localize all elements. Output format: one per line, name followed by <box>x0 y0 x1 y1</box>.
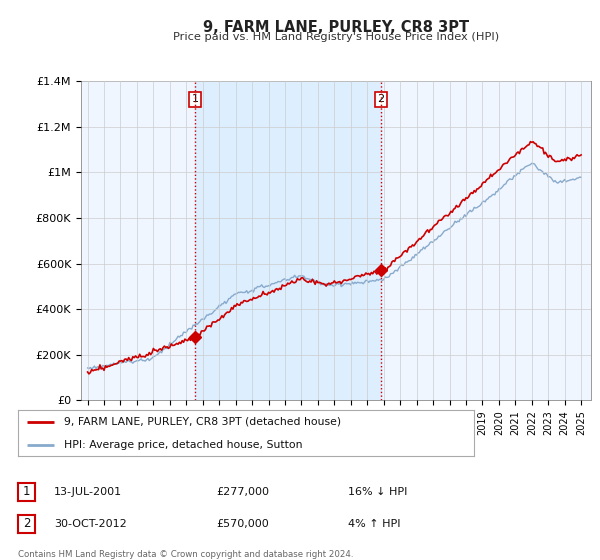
Text: 1: 1 <box>23 486 30 498</box>
Text: 4% ↑ HPI: 4% ↑ HPI <box>348 519 401 529</box>
Text: 30-OCT-2012: 30-OCT-2012 <box>54 519 127 529</box>
Text: 16% ↓ HPI: 16% ↓ HPI <box>348 487 407 497</box>
Text: 13-JUL-2001: 13-JUL-2001 <box>54 487 122 497</box>
Text: 9, FARM LANE, PURLEY, CR8 3PT (detached house): 9, FARM LANE, PURLEY, CR8 3PT (detached … <box>64 417 341 427</box>
Text: 2: 2 <box>23 517 30 530</box>
Text: Contains HM Land Registry data © Crown copyright and database right 2024.
This d: Contains HM Land Registry data © Crown c… <box>18 550 353 560</box>
Text: Price paid vs. HM Land Registry's House Price Index (HPI): Price paid vs. HM Land Registry's House … <box>173 32 499 43</box>
Text: £277,000: £277,000 <box>216 487 269 497</box>
Text: HPI: Average price, detached house, Sutton: HPI: Average price, detached house, Sutt… <box>64 440 302 450</box>
Text: £570,000: £570,000 <box>216 519 269 529</box>
Text: 9, FARM LANE, PURLEY, CR8 3PT: 9, FARM LANE, PURLEY, CR8 3PT <box>203 20 469 35</box>
Bar <box>195 81 381 400</box>
Text: 1: 1 <box>191 95 199 104</box>
Text: 2: 2 <box>377 95 385 104</box>
